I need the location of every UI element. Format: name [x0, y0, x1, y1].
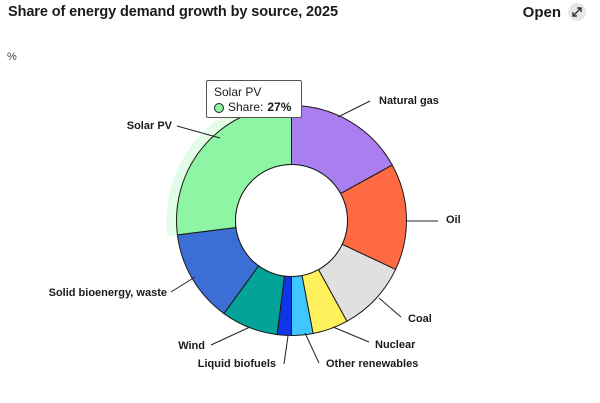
leader-line-other-renewables — [304, 332, 320, 364]
tooltip-swatch — [214, 102, 224, 113]
leader-line-coal — [378, 297, 402, 318]
leader-line-natural-gas — [337, 100, 371, 118]
donut-hole — [235, 164, 348, 277]
label-natural-gas: Natural gas — [379, 95, 439, 107]
leader-line-solar-pv — [176, 125, 221, 139]
leader-line-nuclear — [332, 326, 370, 343]
chart-tooltip: Solar PV Share: 27% — [206, 80, 302, 118]
chart-title: Share of energy demand growth by source,… — [8, 4, 338, 20]
label-solar-pv: Solar PV — [127, 120, 173, 132]
label-wind: Wind — [178, 340, 205, 352]
leader-line-liquid-biofuels — [283, 335, 289, 365]
open-button[interactable]: Open — [523, 3, 586, 21]
label-coal: Coal — [408, 313, 432, 325]
label-nuclear: Nuclear — [375, 339, 416, 351]
label-other-renewables: Other renewables — [326, 358, 418, 370]
leader-line-wind — [210, 326, 251, 346]
unit-label: % — [7, 51, 17, 63]
label-solid-bioenergy-waste: Solid bioenergy, waste — [49, 287, 167, 299]
leader-line-solid-bioenergy-waste — [170, 276, 196, 293]
tooltip-metric-label: Share: — [228, 100, 264, 114]
tooltip-value: 27% — [267, 100, 292, 114]
label-oil: Oil — [446, 214, 461, 226]
expand-arrows-icon — [568, 3, 586, 21]
label-liquid-biofuels: Liquid biofuels — [198, 358, 276, 370]
open-label: Open — [522, 3, 561, 21]
tooltip-series: Solar PV — [214, 85, 262, 99]
